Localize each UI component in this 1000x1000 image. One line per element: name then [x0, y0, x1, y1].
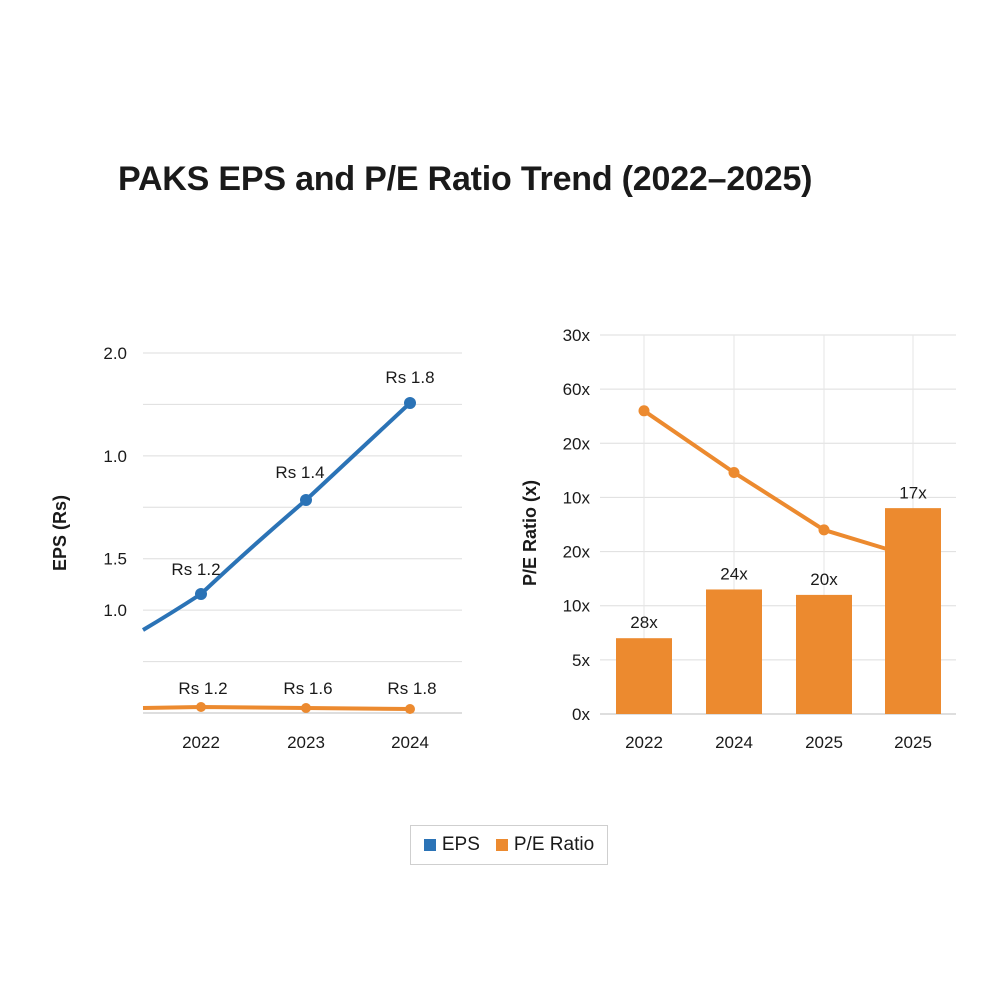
pe-line-point: [728, 467, 740, 479]
eps-point: [195, 588, 207, 600]
eps-y-tick-label: 2.0: [103, 344, 127, 363]
pe-bar-label: 20x: [810, 570, 838, 589]
eps-data-label: Rs 1.4: [275, 463, 324, 482]
eps-data-label: Rs 1.2: [171, 560, 220, 579]
eps-x-tick-label: 2024: [391, 733, 429, 752]
pe-series-line: [642, 409, 889, 552]
pe-y-axis-title: P/E Ratio (x): [520, 480, 540, 586]
eps-y-tick-label: 1.0: [103, 447, 127, 466]
eps-x-tick-label: 2023: [287, 733, 325, 752]
pe-flat-point: [301, 703, 311, 713]
pe-x-tick-label: 2025: [805, 733, 843, 752]
pe-y-tick-label: 30x: [563, 326, 591, 345]
pe-flat-series-line: [142, 704, 411, 711]
pe-x-tick-label: 2022: [625, 733, 663, 752]
pe-line-point: [818, 524, 830, 536]
pe-y-tick-label: 10x: [563, 488, 591, 507]
pe-bar-label: 28x: [630, 613, 658, 632]
pe-y-tick-label: 0x: [572, 705, 590, 724]
pe-bar: [706, 589, 762, 714]
pe-flat-data-label: Rs 1.2: [178, 679, 227, 698]
legend: EPS P/E Ratio: [410, 825, 608, 865]
pe-y-tick-label: 20x: [563, 434, 591, 453]
eps-y-tick-label: 1.0: [103, 601, 127, 620]
pe-bar-label: 24x: [720, 564, 748, 583]
legend-swatch-pe: [495, 839, 508, 851]
eps-point: [404, 397, 416, 409]
eps-y-axis-title: EPS (Rs): [50, 495, 70, 571]
legend-swatch-eps: [423, 839, 436, 851]
chart-title: PAKS EPS and P/E Ratio Trend (2022–2025): [118, 160, 813, 198]
pe-y-tick-label: 60x: [563, 380, 591, 399]
pe-bar: [796, 594, 852, 714]
pe-flat-point: [196, 702, 206, 712]
pe-x-tick-label: 2024: [715, 733, 753, 752]
pe-y-tick-label: 5x: [572, 651, 590, 670]
pe-y-tick-label: 20x: [563, 543, 591, 562]
pe-flat-point: [405, 704, 415, 714]
eps-x-tick-label: 2022: [182, 733, 220, 752]
eps-point: [300, 494, 312, 506]
pe-y-tick-label: 10x: [563, 597, 591, 616]
pe-flat-data-label: Rs 1.8: [387, 679, 436, 698]
pe-bar-overlay: [885, 508, 941, 714]
legend-item-pe: P/E Ratio: [495, 834, 595, 856]
pe-x-tick-label: 2025: [894, 733, 932, 752]
legend-label-pe: P/E Ratio: [513, 834, 595, 855]
pe-line-point: [638, 405, 650, 417]
pe-bar: [616, 638, 672, 714]
eps-y-tick-label: 1.5: [103, 550, 127, 569]
legend-label-eps: EPS: [441, 834, 480, 855]
eps-data-label: Rs 1.8: [385, 368, 434, 387]
pe-bar-label: 17x: [899, 483, 927, 502]
legend-item-eps: EPS: [423, 834, 480, 856]
pe-flat-data-label: Rs 1.6: [283, 679, 332, 698]
eps-series-line: [141, 401, 412, 632]
